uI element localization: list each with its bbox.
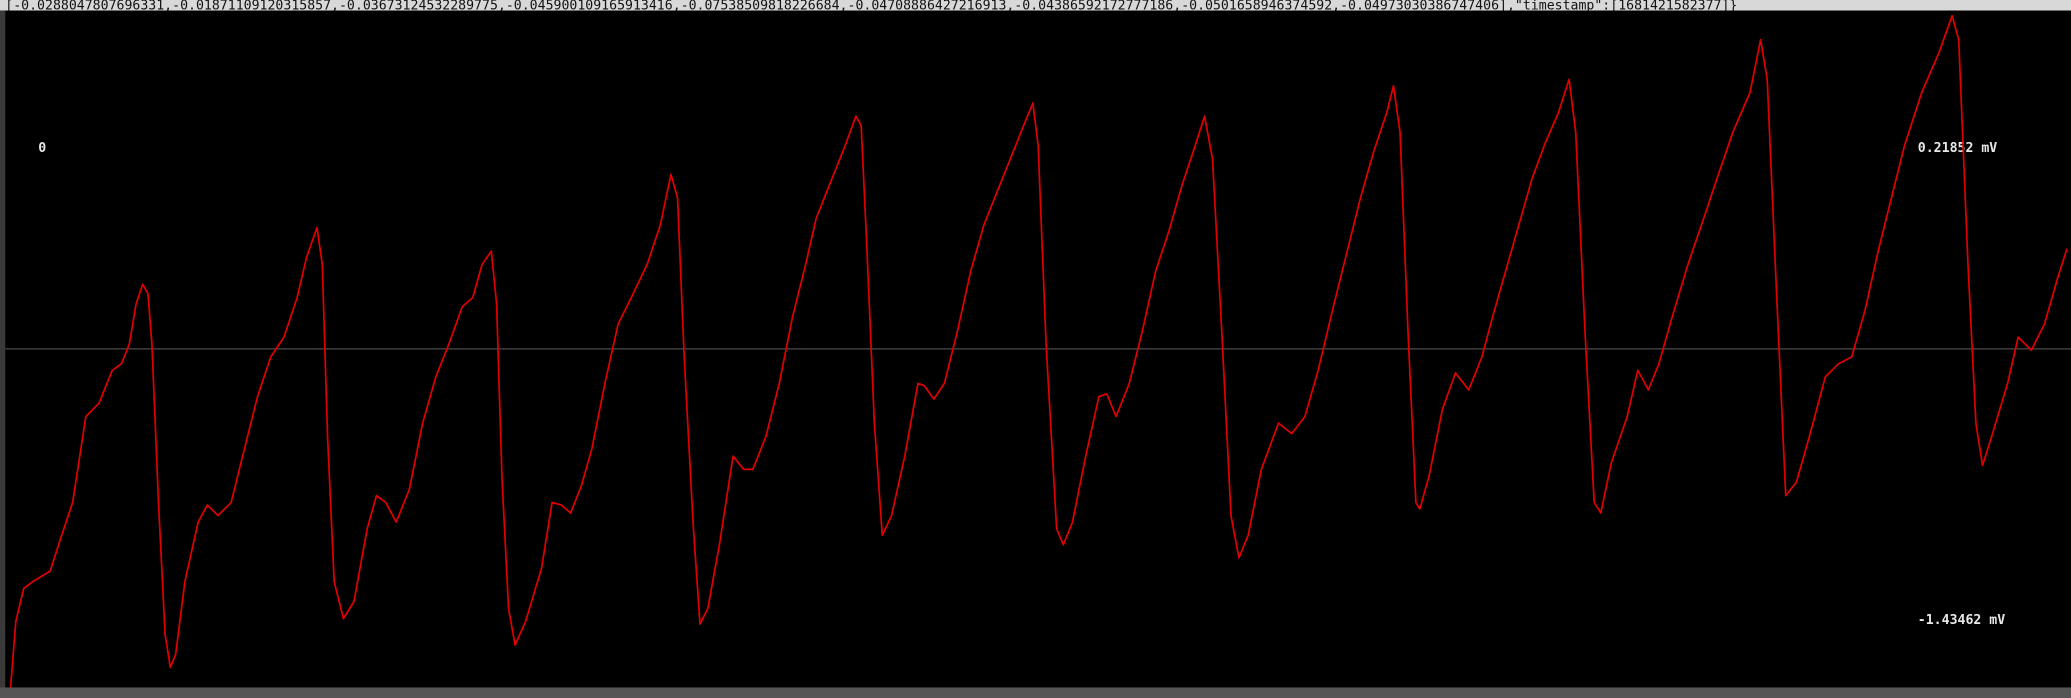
trace: [9, 14, 2068, 688]
scale-label: -1.43462 mV: [1918, 613, 2005, 628]
start-label: 0: [38, 141, 46, 156]
bottom-border: [0, 687, 2071, 698]
left-strip: [0, 10, 6, 688]
header-bar: [0, 0, 2071, 11]
header-text: [-0.0288047807696331,-0.0187110912031585…: [5, 0, 1737, 13]
scale-label: 0.21852 mV: [1918, 141, 1998, 156]
